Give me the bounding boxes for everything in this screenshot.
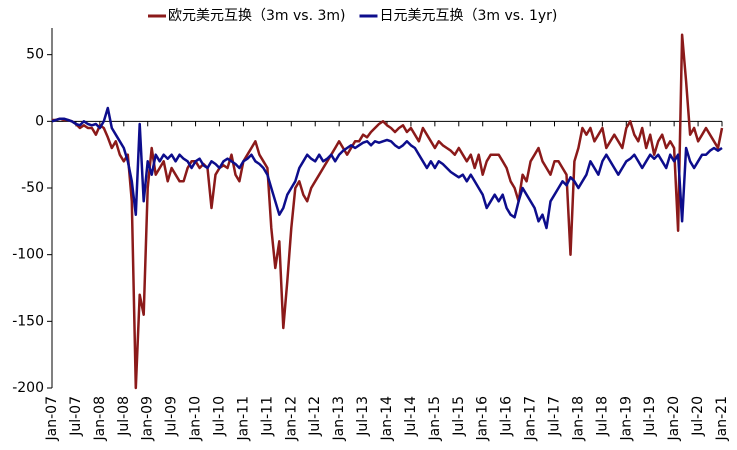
y-tick-label: 0 — [35, 113, 44, 129]
x-tick-label: Jul-08 — [116, 396, 132, 437]
x-tick-label: Jan-17 — [523, 396, 539, 441]
legend-label: 欧元美元互换（3m vs. 3m) — [168, 7, 345, 24]
x-tick-label: Jul-13 — [355, 396, 371, 437]
y-tick-label: 50 — [26, 47, 44, 63]
x-tick-label: Jul-18 — [594, 396, 610, 437]
x-tick-label: Jul-17 — [547, 396, 563, 437]
x-tick-label: Jul-09 — [164, 396, 180, 437]
x-tick-label: Jan-10 — [188, 396, 204, 441]
x-tick-label: Jul-10 — [212, 396, 228, 437]
x-tick-label: Jul-12 — [307, 396, 323, 437]
x-tick-label: Jan-19 — [618, 396, 634, 441]
x-tick-label: Jul-07 — [68, 396, 84, 437]
x-tick-label: Jul-16 — [499, 396, 515, 437]
x-tick-label: Jul-19 — [642, 396, 658, 437]
x-tick-label: Jan-07 — [44, 396, 60, 441]
x-tick-label: Jul-15 — [451, 396, 467, 437]
y-tick-label: -50 — [21, 180, 44, 196]
series-line — [51, 106, 723, 230]
legend-label: 日元美元互换（3m vs. 1yr) — [379, 7, 557, 24]
x-tick-label: Jan-11 — [235, 396, 251, 441]
x-tick-label: Jul-11 — [259, 396, 275, 437]
x-tick-label: Jan-16 — [475, 396, 491, 442]
x-tick-label: Jan-09 — [140, 396, 156, 441]
x-tick-label: Jan-15 — [427, 396, 443, 441]
y-tick-label: -100 — [12, 247, 44, 263]
x-tick-label: Jan-13 — [331, 396, 347, 441]
x-tick-label: Jan-18 — [570, 396, 586, 441]
legend: 欧元美元互换（3m vs. 3m) 日元美元互换（3m vs. 1yr) — [148, 7, 557, 24]
series-line — [52, 33, 724, 390]
x-tick-label: Jan-21 — [714, 396, 730, 441]
y-tick-label: -150 — [12, 313, 44, 329]
x-tick-label: Jan-12 — [283, 396, 299, 441]
x-tick-label: Jul-20 — [690, 396, 706, 437]
y-tick-label: -200 — [12, 380, 44, 396]
x-tick-label: Jan-08 — [92, 396, 108, 441]
x-tick-label: Jan-14 — [379, 396, 395, 442]
x-tick-label: Jul-14 — [403, 396, 419, 437]
x-tick-label: Jan-20 — [666, 396, 682, 441]
